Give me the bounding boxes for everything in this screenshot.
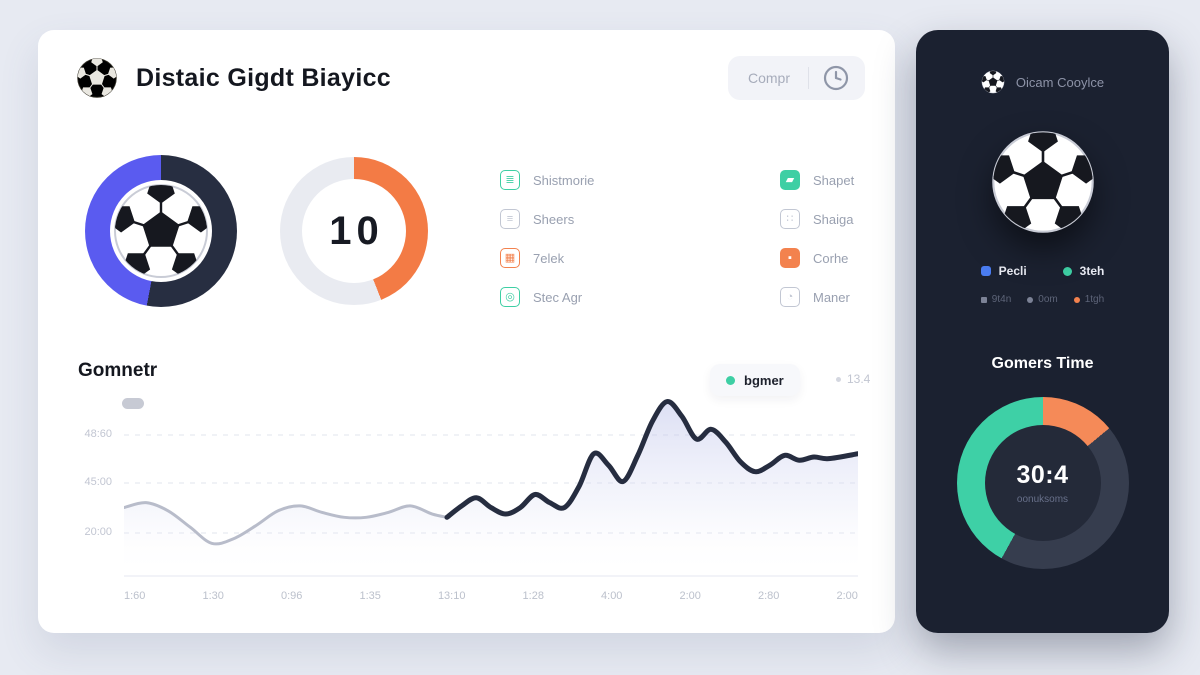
possession-donut-chart — [85, 155, 237, 307]
menu-item-label: Shapet — [813, 172, 855, 188]
square-icon: ▪ — [780, 248, 800, 268]
chart-slider-handle[interactable] — [122, 398, 144, 409]
sublegend-label: 1tgh — [1084, 294, 1105, 305]
circle-icon: ◔ — [780, 287, 800, 307]
sidebar-donut-title: Gomers Time — [991, 355, 1094, 372]
bgmer-series-line — [444, 399, 858, 520]
sidebar-sublegend: 9t4n 0om 1tgh — [916, 294, 1169, 305]
orange-dot-icon — [1073, 296, 1080, 303]
legend-item-pecli[interactable]: Pecli — [980, 264, 1027, 278]
stats-menu-right: ▰ Shapet ∷ Shaiga ▪ Corhe ◔ Maner — [780, 168, 854, 324]
square-marker-icon — [980, 296, 987, 303]
sublegend-item: 1tgh — [1073, 294, 1105, 305]
menu-item-7elek[interactable]: ▦ 7elek — [500, 246, 594, 270]
soccer-ball-image — [989, 128, 1097, 236]
menu-item-label: Stec Agr — [533, 289, 583, 305]
sublegend-item: 9t4n — [980, 294, 1012, 305]
chart-title: Gomnetr — [78, 360, 158, 381]
blue-square-icon — [980, 266, 991, 276]
sidebar-legend: Pecli 3teh — [916, 264, 1169, 278]
x-axis-label: 0:96 — [280, 590, 303, 602]
sublegend-item: 0om — [1027, 294, 1058, 305]
game-time-caption: oonuksoms — [1016, 494, 1069, 505]
sublegend-label: 9t4n — [991, 294, 1012, 305]
compare-button[interactable]: Compr — [744, 70, 794, 86]
sidebar-header: Oicam Cooylce — [916, 30, 1169, 94]
soccer-ball-logo-icon — [76, 57, 118, 99]
x-axis-label: 13:10 — [437, 590, 466, 602]
legend-label: 3teh — [1079, 264, 1105, 278]
chart-legend-value: 13.4 — [836, 372, 870, 386]
menu-item-label: Shistmorie — [533, 172, 595, 188]
page-title: Distaic Gigdt Biayicc — [136, 63, 391, 92]
area-chart[interactable] — [124, 388, 858, 584]
sidebar-card: Oicam Cooylce Pecli 3teh 9t4n 0om — [916, 30, 1169, 633]
score-donut-chart: 10 — [280, 157, 428, 305]
grid-icon: ▦ — [500, 248, 520, 268]
stats-menu-left: ≣ Shistmorie ≡ Sheers ▦ 7elek ◎ Stec Agr — [500, 168, 594, 324]
chart-icon: ∷ — [780, 209, 800, 229]
x-axis-label: 1:35 — [359, 590, 381, 602]
document-icon: ≣ — [500, 170, 520, 190]
game-time-donut-center: 30:4 oonuksoms — [984, 425, 1101, 541]
legend-label: bgmer — [744, 372, 784, 388]
baseline-series-line — [124, 501, 449, 546]
target-icon: ◎ — [500, 287, 520, 307]
teal-dot-icon — [1062, 266, 1072, 276]
y-axis-label: 20:00 — [84, 526, 112, 538]
list-icon: ≡ — [500, 209, 520, 229]
x-axis-label: 1:60 — [124, 590, 146, 602]
y-axis-label: 48:60 — [84, 428, 112, 440]
menu-item-label: 7elek — [533, 250, 565, 266]
menu-item-maner[interactable]: ◔ Maner — [780, 285, 854, 309]
menu-item-label: Sheers — [533, 211, 575, 227]
menu-item-shistmorie[interactable]: ≣ Shistmorie — [500, 168, 594, 192]
menu-item-label: Corhe — [813, 250, 849, 266]
legend-value-text: 13.4 — [847, 372, 871, 386]
menu-item-shaiga[interactable]: ∷ Shaiga — [780, 207, 854, 231]
score-value: 10 — [329, 208, 384, 253]
game-time-donut-chart: 30:4 oonuksoms — [956, 397, 1129, 569]
dot-marker-icon — [1027, 296, 1034, 303]
x-axis-label: 2:80 — [757, 590, 780, 602]
sublegend-label: 0om — [1038, 294, 1058, 305]
header-actions: Compr — [727, 56, 865, 100]
y-axis-label: 45:00 — [84, 476, 112, 488]
x-axis-label: 2:00 — [836, 590, 858, 602]
main-header: Distaic Gigdt Biayicc Compr — [38, 30, 895, 100]
menu-item-label: Maner — [813, 289, 850, 305]
sidebar-title: Oicam Cooylce — [1015, 74, 1105, 90]
legend-dot-icon — [726, 375, 735, 385]
soccer-ball-icon — [981, 70, 1005, 94]
square-icon: ▰ — [780, 170, 800, 190]
menu-item-stec-agr[interactable]: ◎ Stec Agr — [500, 285, 594, 309]
soccer-ball-image — [111, 181, 211, 281]
menu-item-sheers[interactable]: ≡ Sheers — [500, 207, 594, 231]
chart-area-fill — [124, 401, 858, 576]
menu-item-label: Shaiga — [813, 211, 854, 227]
score-donut-center: 10 — [302, 179, 406, 283]
small-dot-icon — [836, 376, 841, 382]
possession-donut-center — [110, 180, 212, 282]
menu-item-shapet[interactable]: ▰ Shapet — [780, 168, 854, 192]
clock-icon[interactable] — [823, 65, 849, 91]
chart-legend[interactable]: bgmer — [710, 364, 800, 396]
x-axis-label: 2:00 — [679, 590, 701, 602]
x-axis-label: 1:30 — [202, 590, 224, 602]
main-dashboard-card: Distaic Gigdt Biayicc Compr — [38, 30, 895, 633]
game-time-value: 30:4 — [1016, 461, 1069, 489]
legend-label: Pecli — [998, 264, 1027, 278]
x-axis-label: 4:00 — [601, 590, 623, 602]
x-axis-labels: 1:60 1:30 0:96 1:35 13:10 1:28 4:00 2:00… — [124, 590, 858, 602]
x-axis-label: 1:28 — [522, 590, 544, 602]
legend-item-3teh[interactable]: 3teh — [1062, 264, 1105, 278]
menu-item-corhe[interactable]: ▪ Corhe — [780, 246, 854, 270]
header-divider — [808, 67, 809, 89]
